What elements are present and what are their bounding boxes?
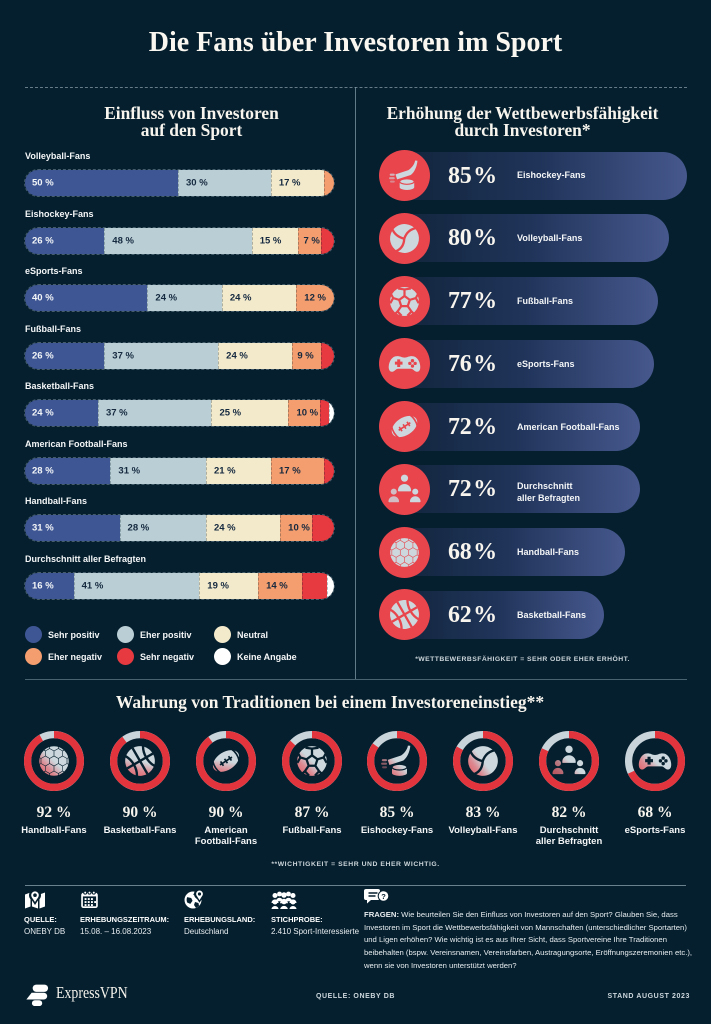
svg-text:?: ? — [381, 892, 386, 901]
